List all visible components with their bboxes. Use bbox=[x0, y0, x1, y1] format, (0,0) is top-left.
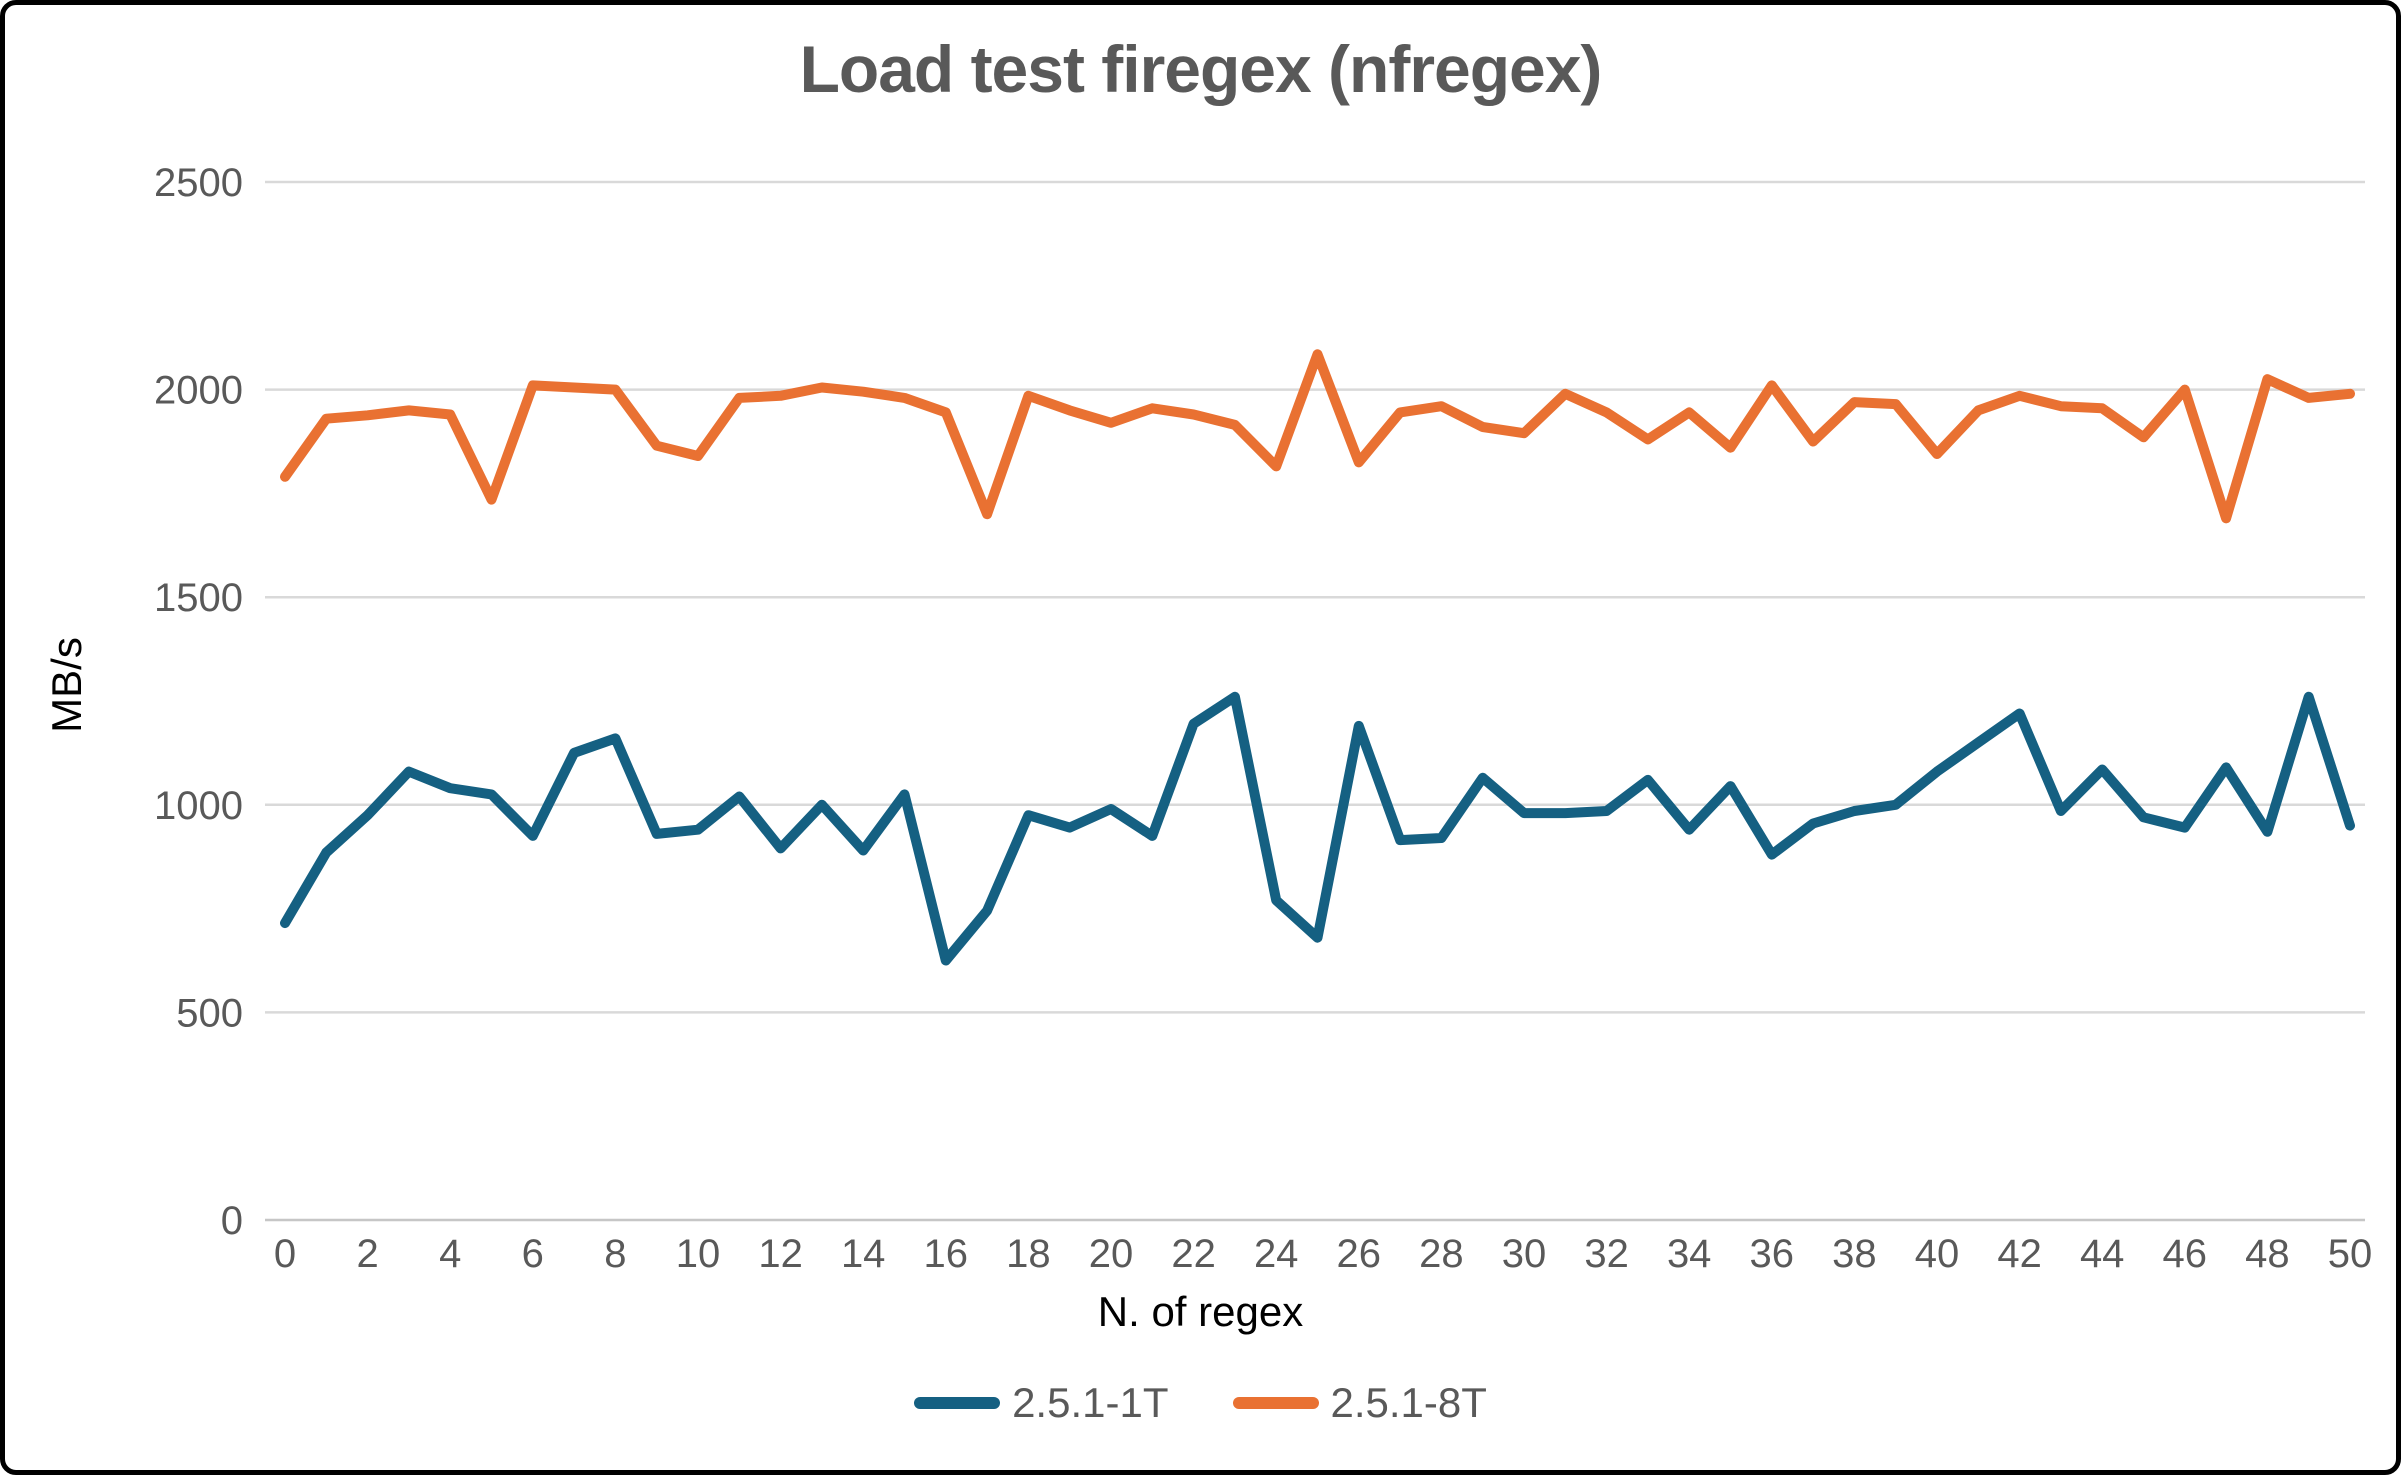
x-tick-label: 0 bbox=[274, 1232, 296, 1276]
x-tick-label: 30 bbox=[1502, 1232, 1547, 1276]
x-tick-label: 4 bbox=[439, 1232, 461, 1276]
x-tick-label: 2 bbox=[356, 1232, 378, 1276]
y-tick-label: 2000 bbox=[154, 369, 243, 413]
x-tick-label: 28 bbox=[1419, 1232, 1464, 1276]
y-tick-label: 0 bbox=[221, 1199, 243, 1243]
chart-title: Load test firegex (nfregex) bbox=[799, 32, 1603, 106]
x-tick-label: 42 bbox=[1997, 1232, 2042, 1276]
x-tick-label: 22 bbox=[1171, 1232, 1216, 1276]
x-tick-label: 18 bbox=[1006, 1232, 1051, 1276]
x-axis-title: N. of regex bbox=[1097, 1288, 1304, 1335]
x-tick-label: 50 bbox=[2328, 1232, 2373, 1276]
x-tick-label: 20 bbox=[1089, 1232, 1134, 1276]
y-axis-title: MB/s bbox=[43, 637, 90, 733]
y-tick-label: 500 bbox=[176, 991, 243, 1035]
x-tick-label: 46 bbox=[2163, 1232, 2208, 1276]
x-tick-label: 26 bbox=[1337, 1232, 1382, 1276]
x-tick-label: 38 bbox=[1832, 1232, 1877, 1276]
y-tick-label: 2500 bbox=[154, 161, 243, 205]
x-tick-label: 44 bbox=[2080, 1232, 2125, 1276]
x-tick-label: 6 bbox=[522, 1232, 544, 1276]
x-tick-label: 10 bbox=[676, 1232, 721, 1276]
legend-item-2.5.1-1T: 2.5.1-1T bbox=[914, 1379, 1169, 1427]
x-tick-label: 8 bbox=[604, 1232, 626, 1276]
legend-item-2.5.1-8T: 2.5.1-8T bbox=[1232, 1379, 1487, 1427]
legend-swatch-icon bbox=[1232, 1397, 1319, 1409]
y-tick-label: 1000 bbox=[154, 784, 243, 828]
x-tick-label: 32 bbox=[1584, 1232, 1629, 1276]
x-tick-label: 24 bbox=[1254, 1232, 1299, 1276]
x-tick-label: 40 bbox=[1915, 1232, 1960, 1276]
legend: 2.5.1-1T 2.5.1-8T bbox=[5, 1379, 2396, 1427]
x-tick-label: 34 bbox=[1667, 1232, 1712, 1276]
legend-label: 2.5.1-8T bbox=[1330, 1379, 1487, 1426]
series-line-2.5.1-1T bbox=[280, 691, 2355, 966]
series-line-2.5.1-8T bbox=[280, 349, 2355, 524]
legend-swatch-icon bbox=[914, 1397, 1001, 1409]
x-tick-label: 48 bbox=[2245, 1232, 2290, 1276]
x-tick-label: 16 bbox=[924, 1232, 969, 1276]
x-tick-label: 14 bbox=[841, 1232, 886, 1276]
x-tick-label: 12 bbox=[758, 1232, 803, 1276]
y-tick-label: 1500 bbox=[154, 576, 243, 620]
x-tick-label: 36 bbox=[1750, 1232, 1795, 1276]
legend-label: 2.5.1-1T bbox=[1012, 1379, 1169, 1426]
